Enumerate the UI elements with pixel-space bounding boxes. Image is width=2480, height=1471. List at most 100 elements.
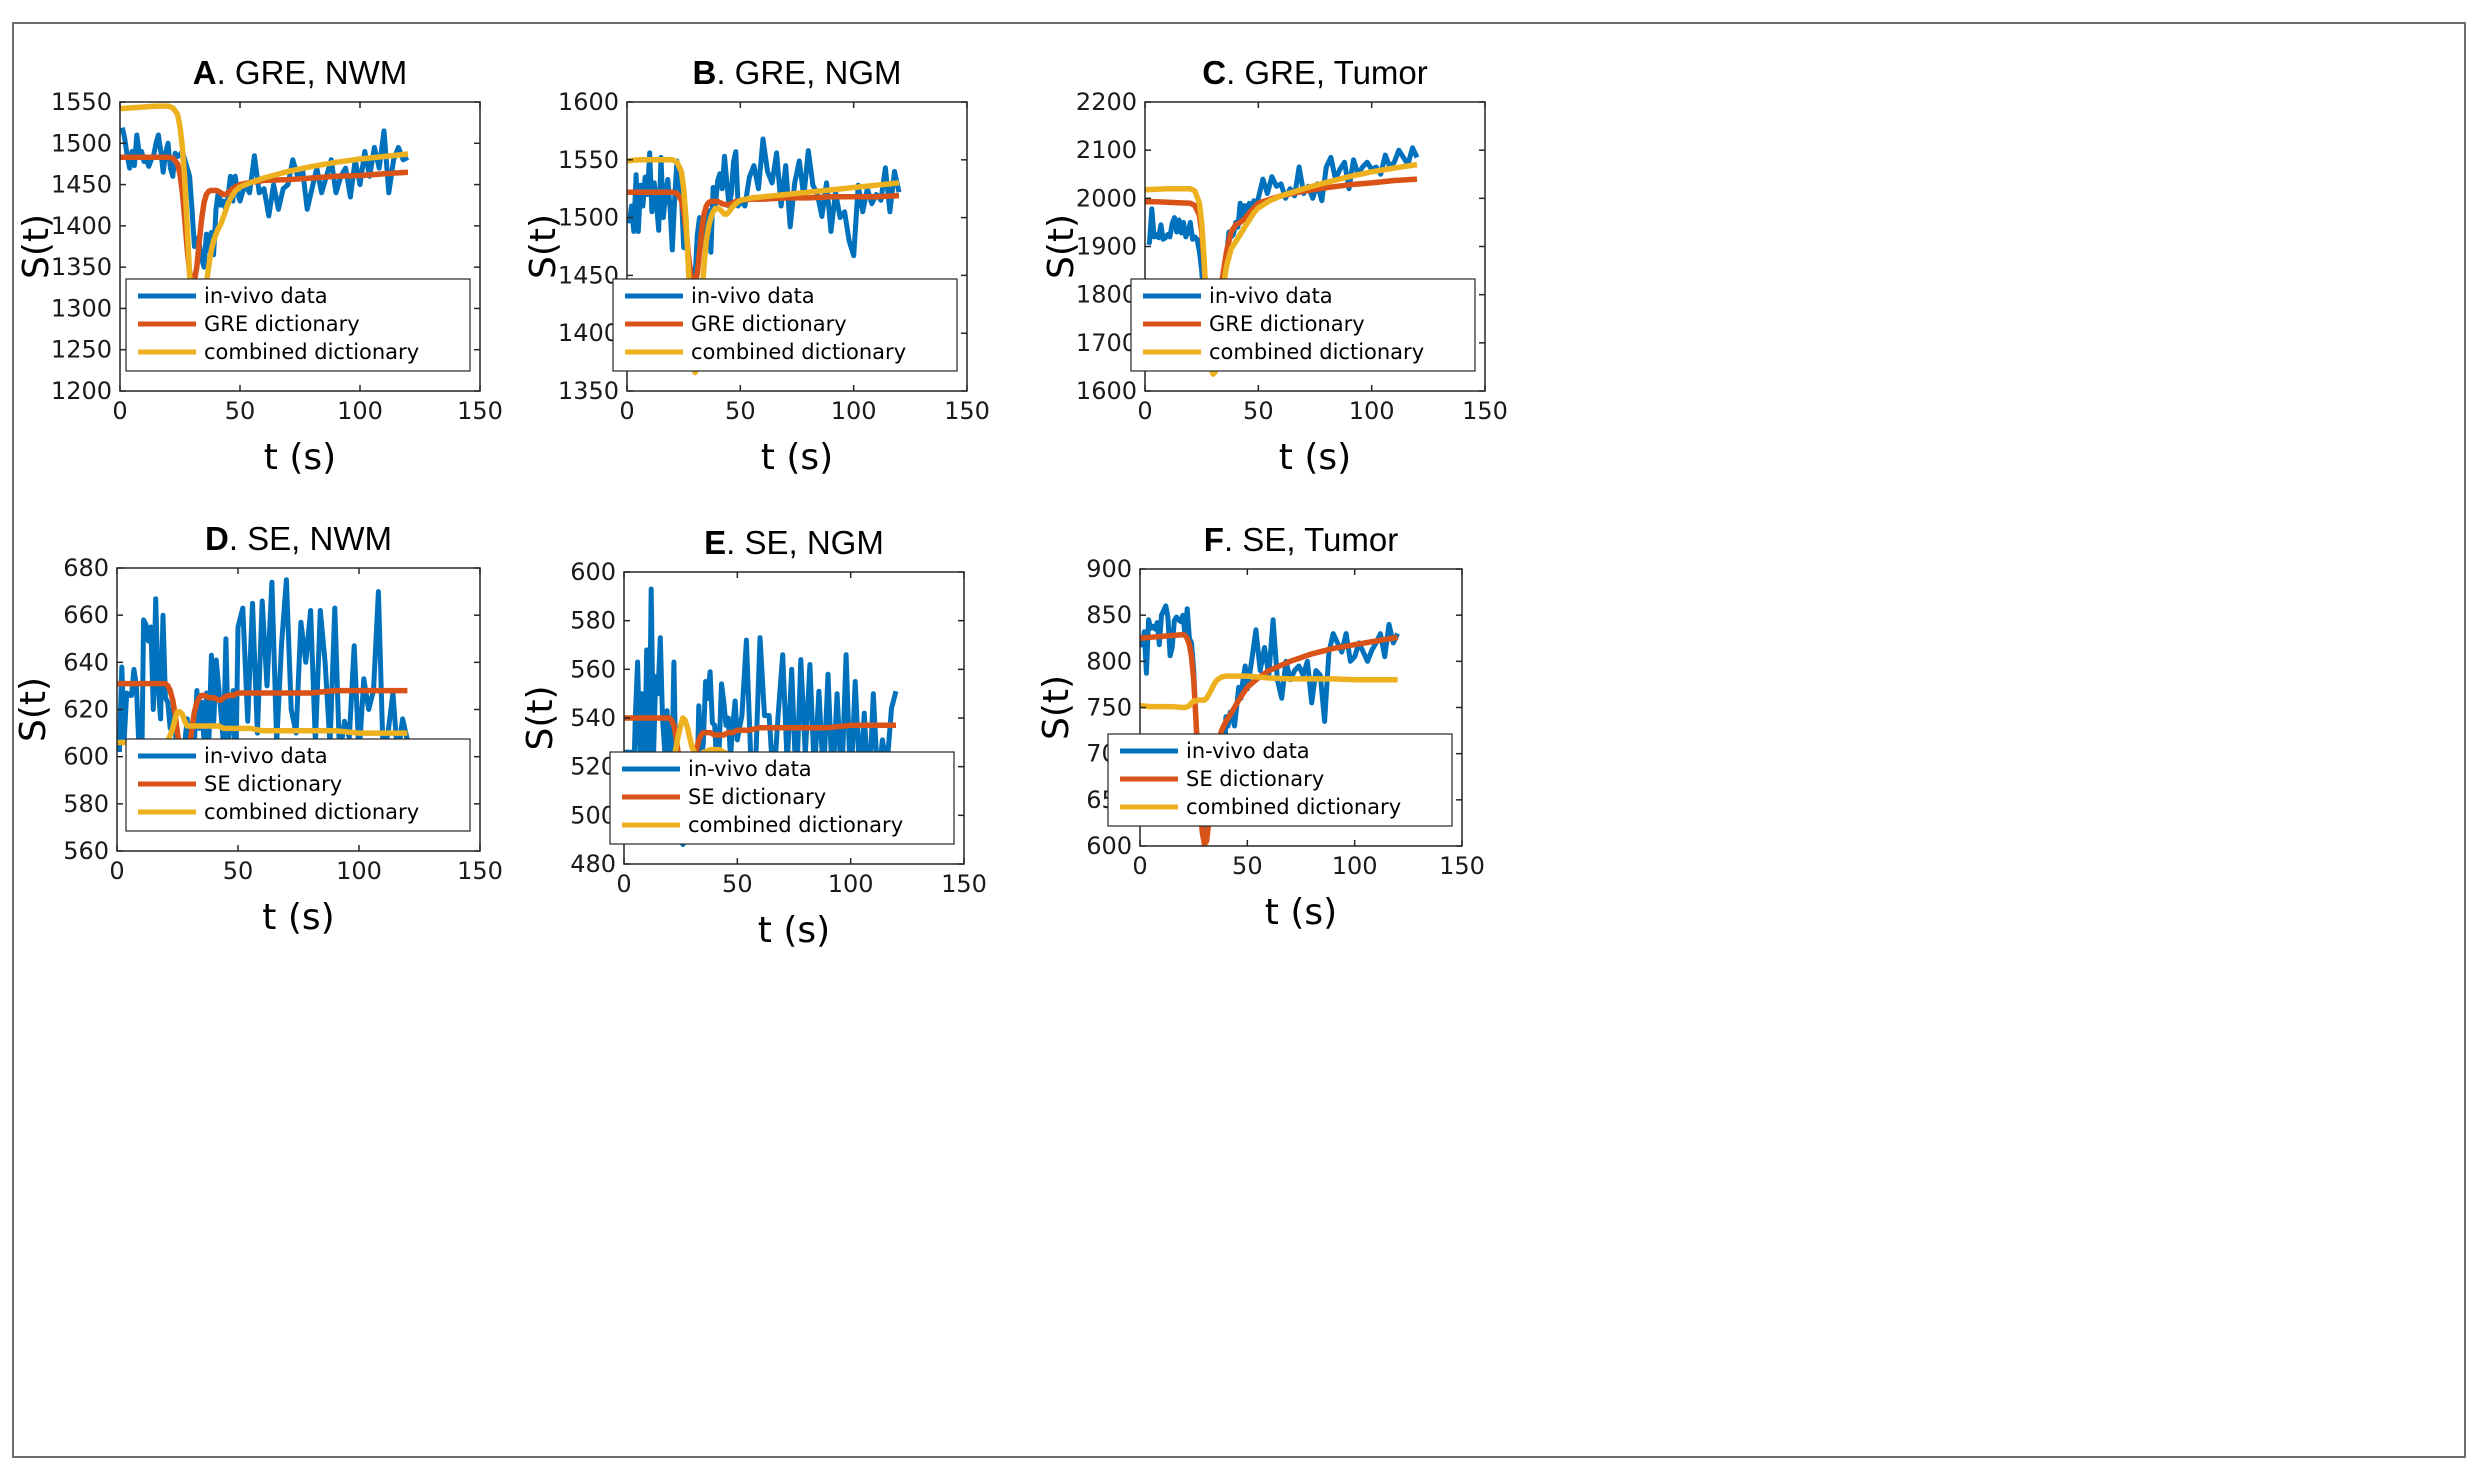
x-tick-label: 50 <box>1243 397 1274 425</box>
x-tick-label: 100 <box>831 397 877 425</box>
x-tick-label: 50 <box>223 857 254 885</box>
legend: in-vivo data GRE dictionary combined dicti… <box>125 278 471 372</box>
y-tick-label: 1500 <box>558 204 619 232</box>
x-tick-label: 0 <box>112 397 127 425</box>
legend: in-vivo data GRE dictionary combined dicti… <box>612 278 958 372</box>
series-line-combined-dictionary <box>627 157 900 376</box>
x-tick-label: 150 <box>941 870 987 898</box>
legend-label: combined dictionary <box>204 340 419 364</box>
legend-label: in-vivo data <box>1186 739 1310 763</box>
panel-title-text: . GRE, NWM <box>217 54 408 91</box>
legend-label: GRE dictionary <box>204 312 360 336</box>
axes-box <box>626 101 968 392</box>
y-tick-label: 1600 <box>558 88 619 116</box>
legend-label: combined dictionary <box>688 813 903 837</box>
y-tick-label: 1450 <box>51 171 112 199</box>
panel-title: C. GRE, Tumor <box>1202 54 1428 91</box>
legend: in-vivo data GRE dictionary combined dicti… <box>1130 278 1476 372</box>
y-tick-label: 600 <box>63 743 109 771</box>
series-line-in-vivo-data <box>120 127 410 270</box>
legend: in-vivo data SE dictionary combined dictio… <box>125 738 471 832</box>
legend-label: combined dictionary <box>204 800 419 824</box>
y-axis-label: S(t) <box>520 685 561 750</box>
x-axis-label: t (s) <box>758 910 830 951</box>
panel-title-text: . SE, NWM <box>229 520 392 557</box>
x-tick-label: 0 <box>1137 397 1152 425</box>
y-tick-label: 580 <box>63 790 109 818</box>
y-axis-label: S(t) <box>1036 675 1077 740</box>
axes-box <box>119 101 481 392</box>
x-axis-label: t (s) <box>264 437 336 478</box>
panel-c: C. GRE, Tumor 0 50 100 150 1600 1700 1800 1900 20… <box>1041 54 1508 478</box>
legend-label: GRE dictionary <box>691 312 847 336</box>
panel-d: D. SE, NWM 0 50 100 150 560 580 600 620 640 660 680… <box>13 520 503 938</box>
legend: in-vivo data SE dictionary combined dictio… <box>609 751 955 845</box>
panel-title-text: . SE, Tumor <box>1224 521 1398 558</box>
panel-letter: F <box>1204 521 1224 558</box>
y-tick-label: 1300 <box>51 294 112 322</box>
y-tick-label: 660 <box>63 601 109 629</box>
y-tick-label: 850 <box>1086 601 1132 629</box>
legend-label: in-vivo data <box>204 744 328 768</box>
y-tick-label: 560 <box>570 655 616 683</box>
panel-title-text: . GRE, NGM <box>716 54 901 91</box>
x-tick-label: 0 <box>616 870 631 898</box>
y-tick-label: 640 <box>63 648 109 676</box>
panel-b: B. GRE, NGM 0 50 100 150 1350 1400 1450 1500 1550… <box>523 54 990 478</box>
panel-title: B. GRE, NGM <box>692 54 901 91</box>
panel-letter: C <box>1202 54 1226 91</box>
figure-frame <box>12 22 2466 1458</box>
x-tick-label: 50 <box>722 870 753 898</box>
y-tick-label: 600 <box>1086 832 1132 860</box>
x-tick-label: 50 <box>225 397 256 425</box>
x-tick-label: 100 <box>336 857 382 885</box>
y-tick-label: 480 <box>570 850 616 878</box>
x-tick-label: 100 <box>337 397 383 425</box>
x-tick-label: 100 <box>1332 852 1378 880</box>
legend-label: in-vivo data <box>691 284 815 308</box>
y-tick-label: 2200 <box>1076 88 1137 116</box>
y-tick-label: 580 <box>570 607 616 635</box>
panel-letter: E <box>704 524 726 561</box>
y-axis-label: S(t) <box>523 214 564 279</box>
y-tick-label: 1400 <box>51 212 112 240</box>
y-axis-label: S(t) <box>1041 214 1082 279</box>
y-tick-label: 750 <box>1086 694 1132 722</box>
x-axis-label: t (s) <box>761 437 833 478</box>
series-line-combined-dictionary <box>120 103 409 356</box>
y-tick-label: 500 <box>570 801 616 829</box>
x-tick-label: 50 <box>725 397 756 425</box>
legend-label: in-vivo data <box>1209 284 1333 308</box>
series-line-combined-dictionary <box>117 709 408 746</box>
legend-label: GRE dictionary <box>1209 312 1365 336</box>
y-tick-label: 1900 <box>1076 233 1137 261</box>
legend-label: in-vivo data <box>204 284 328 308</box>
x-tick-label: 150 <box>1439 852 1485 880</box>
x-axis-label: t (s) <box>262 897 334 938</box>
legend-label: SE dictionary <box>688 785 826 809</box>
y-tick-label: 560 <box>63 837 109 865</box>
x-tick-label: 100 <box>1349 397 1395 425</box>
x-tick-label: 150 <box>457 857 503 885</box>
y-tick-label: 2100 <box>1076 136 1137 164</box>
panel-title: A. GRE, NWM <box>193 54 408 91</box>
y-tick-label: 900 <box>1086 555 1132 583</box>
y-tick-label: 620 <box>63 696 109 724</box>
legend-label: combined dictionary <box>1186 795 1401 819</box>
y-tick-label: 1450 <box>558 261 619 289</box>
panel-title-text: . SE, NGM <box>726 524 884 561</box>
y-tick-label: 540 <box>570 704 616 732</box>
y-tick-label: 1250 <box>51 336 112 364</box>
legend-label: in-vivo data <box>688 757 812 781</box>
x-tick-label: 0 <box>109 857 124 885</box>
y-tick-label: 1350 <box>51 253 112 281</box>
y-tick-label: 1800 <box>1076 281 1137 309</box>
panel-e: E. SE, NGM 0 50 100 150 480 500 520 540 560 580 600… <box>520 524 987 951</box>
x-axis-label: t (s) <box>1265 892 1337 933</box>
legend-label: SE dictionary <box>1186 767 1324 791</box>
x-tick-label: 150 <box>1462 397 1508 425</box>
y-tick-label: 1550 <box>51 88 112 116</box>
x-tick-label: 0 <box>619 397 634 425</box>
legend-label: combined dictionary <box>1209 340 1424 364</box>
y-tick-label: 520 <box>570 753 616 781</box>
